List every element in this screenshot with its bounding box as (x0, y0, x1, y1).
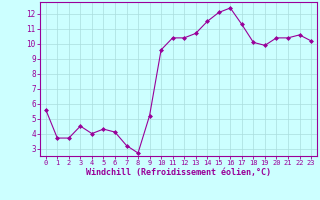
X-axis label: Windchill (Refroidissement éolien,°C): Windchill (Refroidissement éolien,°C) (86, 168, 271, 177)
